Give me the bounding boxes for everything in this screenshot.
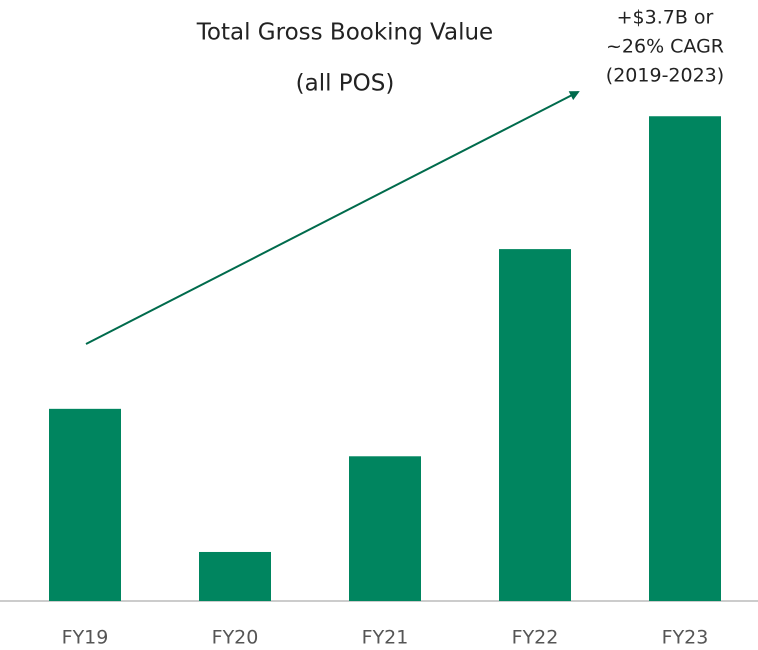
annotation: +$3.7B or	[617, 7, 714, 29]
bar	[49, 408, 121, 601]
chart-title: Total Gross Booking Value	[196, 20, 493, 46]
x-tick-label: FY19	[62, 627, 109, 649]
annotation: (2019-2023)	[606, 65, 724, 87]
bar	[499, 249, 571, 601]
trend-arrow	[85, 91, 580, 345]
chart-subtitle: (all POS)	[296, 71, 395, 97]
x-tick-label: FY20	[212, 627, 259, 649]
annotation: ~26% CAGR	[606, 36, 724, 58]
x-tick-label: FY23	[662, 627, 709, 649]
bar	[199, 551, 271, 601]
x-tick-label: FY22	[512, 627, 559, 649]
bar	[349, 456, 421, 601]
bar	[649, 116, 721, 601]
x-tick-label: FY21	[362, 627, 409, 649]
